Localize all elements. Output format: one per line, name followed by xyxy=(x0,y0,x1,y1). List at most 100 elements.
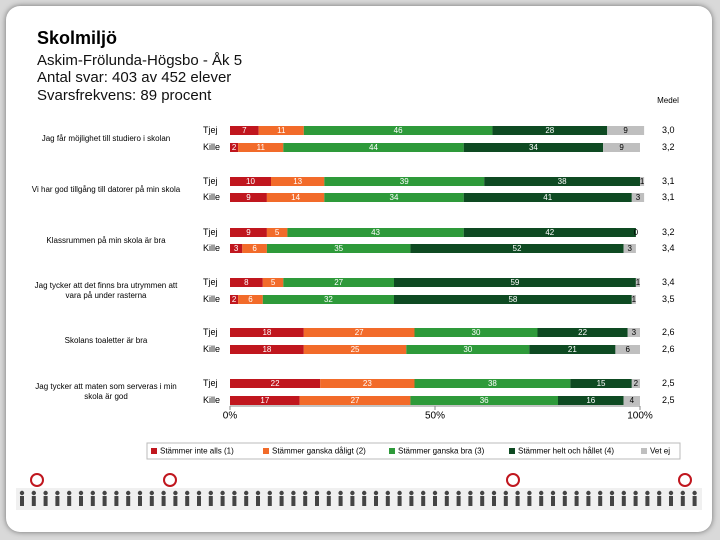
figure-head xyxy=(350,490,355,496)
value-label: 14 xyxy=(291,193,300,202)
question-label: Skolans toaletter är bra xyxy=(64,336,148,345)
bar-segment xyxy=(320,379,415,388)
figure-body xyxy=(326,496,331,506)
figure-body xyxy=(197,496,201,506)
mean-value: 3,4 xyxy=(662,277,675,287)
bar-segment xyxy=(414,379,571,388)
value-label: 6 xyxy=(252,244,257,253)
bar-segment xyxy=(324,177,485,186)
figure-body xyxy=(291,496,296,506)
figure-body xyxy=(173,496,178,506)
bar-segment xyxy=(406,345,530,354)
figure-body xyxy=(55,496,60,506)
figure-head xyxy=(220,490,225,496)
value-label: 9 xyxy=(246,193,251,202)
figure-body xyxy=(680,496,685,506)
figure-body xyxy=(362,496,367,506)
bar-segment xyxy=(410,396,558,405)
value-label: 1 xyxy=(636,278,641,287)
value-label: 34 xyxy=(529,143,538,152)
value-label: 30 xyxy=(463,345,472,354)
mean-value: 3,2 xyxy=(662,227,675,237)
figure-head xyxy=(657,490,662,496)
figure-body xyxy=(421,496,426,506)
row-label: Tjej xyxy=(203,378,218,388)
bar-segment xyxy=(287,228,464,237)
figure-body xyxy=(503,496,508,506)
value-label: 34 xyxy=(390,193,399,202)
footer-decoration xyxy=(16,473,702,510)
bar-segment xyxy=(230,126,259,135)
bar-segment xyxy=(230,143,239,152)
bar-segment xyxy=(238,295,263,304)
figure-body xyxy=(385,496,390,506)
figure-body xyxy=(208,496,213,506)
mean-value: 3,1 xyxy=(662,192,675,202)
value-label: 36 xyxy=(480,396,489,405)
mean-title: Medel xyxy=(657,96,679,105)
figure-head xyxy=(314,490,320,496)
figure-body xyxy=(444,496,449,506)
question-label: Vi har god tillgång till datorer på min … xyxy=(31,184,181,194)
figure-body xyxy=(515,496,520,506)
figure-body xyxy=(244,496,249,506)
bar-segment xyxy=(627,328,640,337)
figure-body xyxy=(149,496,154,506)
figure-head xyxy=(303,490,308,496)
figure-body xyxy=(90,496,95,506)
legend-label: Stämmer helt och hållet (4) xyxy=(518,447,614,456)
figure-head xyxy=(633,490,638,496)
value-label: 38 xyxy=(558,177,567,186)
figure-body xyxy=(185,496,190,506)
bar-segment xyxy=(631,193,645,202)
bar-segment xyxy=(230,379,321,388)
value-label: 13 xyxy=(293,177,302,186)
figure-body xyxy=(456,496,461,506)
bar-segment xyxy=(631,379,640,388)
figure-head xyxy=(621,490,626,496)
figure-body xyxy=(480,496,485,506)
figure-body xyxy=(43,496,48,506)
bar-segment xyxy=(640,177,645,186)
figure-head xyxy=(444,490,449,496)
bar-segment xyxy=(615,345,640,354)
figure-head xyxy=(90,490,96,496)
figure-head xyxy=(291,490,296,496)
figure-body xyxy=(621,496,626,506)
value-label: 1 xyxy=(632,295,637,304)
figure-body xyxy=(161,496,166,506)
question-label: Jag får möjlighet till studiero i skolan xyxy=(41,134,171,143)
value-label: 18 xyxy=(262,328,271,337)
value-label: 16 xyxy=(586,396,595,405)
value-label: 46 xyxy=(394,126,403,135)
mean-value: 3,0 xyxy=(662,125,675,135)
bar-segment xyxy=(635,278,640,287)
value-label: 23 xyxy=(363,379,372,388)
value-label: 11 xyxy=(277,126,286,135)
bar-segment xyxy=(529,345,616,354)
bar-segment xyxy=(238,143,284,152)
bar-segment xyxy=(258,126,304,135)
figure-body xyxy=(267,496,272,506)
figure-head xyxy=(468,490,473,496)
figure-body xyxy=(610,496,614,506)
figure-head xyxy=(385,490,390,496)
mean-value: 2,5 xyxy=(662,395,675,405)
value-label: 6 xyxy=(625,345,630,354)
figure-body xyxy=(527,496,532,506)
subtitle: Svarsfrekvens: 89 procent xyxy=(37,87,212,104)
value-label: 21 xyxy=(568,345,577,354)
bar-segment xyxy=(283,278,394,287)
row-label: Tjej xyxy=(203,227,218,237)
figure-body xyxy=(79,496,83,506)
bar-segment xyxy=(414,328,538,337)
figure-head xyxy=(680,490,685,496)
figure-body xyxy=(303,496,308,506)
x-tick-label: 50% xyxy=(425,411,445,422)
figure-head xyxy=(55,490,60,496)
bar-segment xyxy=(230,345,304,354)
bar-segment xyxy=(230,278,263,287)
bar-segment xyxy=(230,295,239,304)
figure-head xyxy=(409,490,414,496)
bar-segment xyxy=(537,328,628,337)
